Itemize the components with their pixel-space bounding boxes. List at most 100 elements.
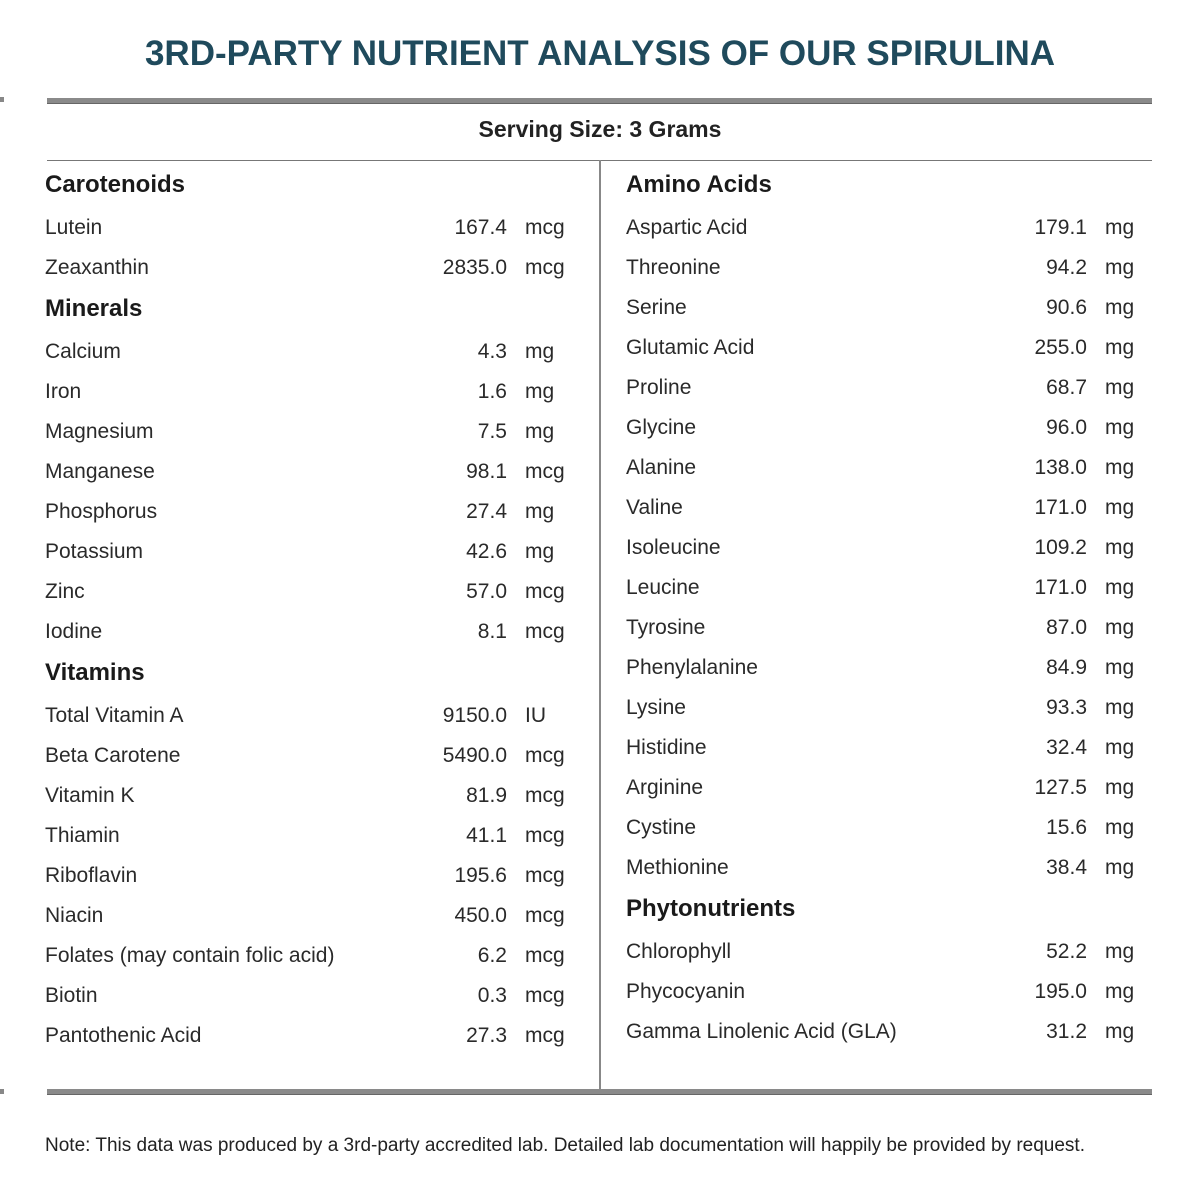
nutrient-name: Magnesium <box>45 420 154 443</box>
nutrient-unit: mcg <box>525 256 565 279</box>
column-divider <box>599 160 601 1090</box>
nutrient-name: Cystine <box>626 816 697 839</box>
nutrient-row: Cystine 15.6 mg <box>626 808 1138 848</box>
nutrient-unit: mg <box>1105 536 1135 559</box>
nutrient-unit: IU <box>525 704 546 727</box>
section-heading: Carotenoids <box>45 171 186 198</box>
nutrient-unit: mg <box>1105 456 1135 479</box>
nutrient-value: 94.2 <box>1046 256 1087 279</box>
page-title: 3RD-PARTY NUTRIENT ANALYSIS OF OUR SPIRU… <box>144 34 1056 73</box>
nutrient-name: Aspartic Acid <box>626 216 748 239</box>
nutrient-value: 0.3 <box>477 984 507 1007</box>
nutrient-value: 171.0 <box>1034 496 1087 519</box>
footnote: Note: This data was produced by a 3rd-pa… <box>45 1135 1085 1156</box>
nutrient-value: 127.5 <box>1034 776 1087 799</box>
nutrient-unit: mg <box>1105 256 1135 279</box>
nutrient-row: Valine 171.0 mg <box>626 488 1138 528</box>
nutrient-row: Isoleucine 109.2 mg <box>626 528 1138 568</box>
nutrient-unit: mcg <box>525 784 565 807</box>
edge-tick <box>0 97 4 102</box>
nutrient-value: 57.0 <box>466 580 507 603</box>
nutrient-name: Niacin <box>45 904 104 927</box>
nutrient-unit: mg <box>1105 980 1135 1003</box>
nutrient-unit: mg <box>525 540 555 563</box>
nutrient-unit: mcg <box>525 580 565 603</box>
nutrient-row: Glutamic Acid 255.0 mg <box>626 328 1138 368</box>
nutrient-row: Histidine 32.4 mg <box>626 728 1138 768</box>
nutrient-value: 1.6 <box>477 380 507 403</box>
nutrient-row: Zinc 57.0 mcg <box>45 572 567 612</box>
edge-tick <box>0 1089 4 1094</box>
nutrient-name: Chlorophyll <box>626 940 732 963</box>
nutrient-name: Potassium <box>45 540 144 563</box>
nutrient-name: Zeaxanthin <box>45 256 149 279</box>
nutrient-name: Histidine <box>626 736 707 759</box>
nutrient-value: 27.4 <box>466 500 507 523</box>
nutrient-row: Threonine 94.2 mg <box>626 248 1138 288</box>
nutrient-value: 52.2 <box>1046 940 1087 963</box>
nutrient-unit: mg <box>525 420 555 443</box>
nutrient-unit: mg <box>1105 416 1135 439</box>
nutrient-name: Leucine <box>626 576 700 599</box>
nutrient-name: Beta Carotene <box>45 744 181 767</box>
nutrient-value: 15.6 <box>1046 816 1087 839</box>
nutrient-value: 2835.0 <box>442 256 507 279</box>
nutrient-row: Phycocyanin 195.0 mg <box>626 972 1138 1012</box>
nutrient-value: 138.0 <box>1034 456 1087 479</box>
nutrient-row: Alanine 138.0 mg <box>626 448 1138 488</box>
section-heading: Phytonutrients <box>626 895 796 922</box>
nutrient-name: Folates (may contain folic acid) <box>45 944 335 967</box>
nutrient-row: Phosphorus 27.4 mg <box>45 492 567 532</box>
nutrient-row: Gamma Linolenic Acid (GLA) 31.2 mg <box>626 1012 1138 1052</box>
nutrient-value: 38.4 <box>1046 856 1087 879</box>
nutrient-name: Proline <box>626 376 692 399</box>
nutrient-value: 167.4 <box>454 216 507 239</box>
nutrient-value: 171.0 <box>1034 576 1087 599</box>
top-divider-bar <box>47 98 1152 104</box>
nutrient-row: Chlorophyll 52.2 mg <box>626 932 1138 972</box>
nutrient-name: Total Vitamin A <box>45 704 184 727</box>
nutrient-name: Thiamin <box>45 824 120 847</box>
nutrient-row: Aspartic Acid 179.1 mg <box>626 208 1138 248</box>
nutrient-value: 4.3 <box>477 340 507 363</box>
nutrient-row: Lutein 167.4 mcg <box>45 208 567 248</box>
nutrient-row: Proline 68.7 mg <box>626 368 1138 408</box>
nutrient-name: Methionine <box>626 856 729 879</box>
nutrient-value: 8.1 <box>477 620 507 643</box>
nutrient-name: Glutamic Acid <box>626 336 755 359</box>
nutrient-name: Calcium <box>45 340 121 363</box>
nutrient-name: Alanine <box>626 456 697 479</box>
nutrient-unit: mg <box>1105 856 1135 879</box>
nutrient-value: 5490.0 <box>442 744 507 767</box>
nutrient-row: Iron 1.6 mg <box>45 372 567 412</box>
nutrient-unit: mcg <box>525 460 565 483</box>
nutrient-unit: mg <box>1105 1020 1135 1043</box>
serving-size: Serving Size: 3 Grams <box>478 116 722 142</box>
nutrient-name: Isoleucine <box>626 536 721 559</box>
nutrient-value: 31.2 <box>1046 1020 1087 1043</box>
nutrient-value: 68.7 <box>1046 376 1087 399</box>
nutrient-value: 9150.0 <box>442 704 507 727</box>
nutrient-unit: mg <box>1105 576 1135 599</box>
nutrient-row: Methionine 38.4 mg <box>626 848 1138 888</box>
nutrient-value: 27.3 <box>466 1024 507 1047</box>
nutrient-row: Vitamin K 81.9 mcg <box>45 776 567 816</box>
nutrient-name: Valine <box>626 496 683 519</box>
nutrient-value: 450.0 <box>454 904 507 927</box>
nutrient-value: 109.2 <box>1034 536 1087 559</box>
nutrient-name: Zinc <box>45 580 85 603</box>
nutrient-value: 179.1 <box>1034 216 1087 239</box>
nutrient-value: 195.6 <box>454 864 507 887</box>
bottom-divider-bar <box>47 1089 1152 1095</box>
nutrient-unit: mg <box>1105 336 1135 359</box>
nutrient-name: Lutein <box>45 216 103 239</box>
nutrient-value: 7.5 <box>477 420 507 443</box>
nutrient-name: Threonine <box>626 256 721 279</box>
nutrient-value: 93.3 <box>1046 696 1087 719</box>
nutrient-unit: mg <box>525 340 555 363</box>
nutrient-row: Beta Carotene 5490.0 mcg <box>45 736 567 776</box>
nutrient-value: 6.2 <box>477 944 507 967</box>
nutrient-name: Serine <box>626 296 687 319</box>
section-heading: Minerals <box>45 295 143 322</box>
nutrient-unit: mcg <box>525 984 565 1007</box>
